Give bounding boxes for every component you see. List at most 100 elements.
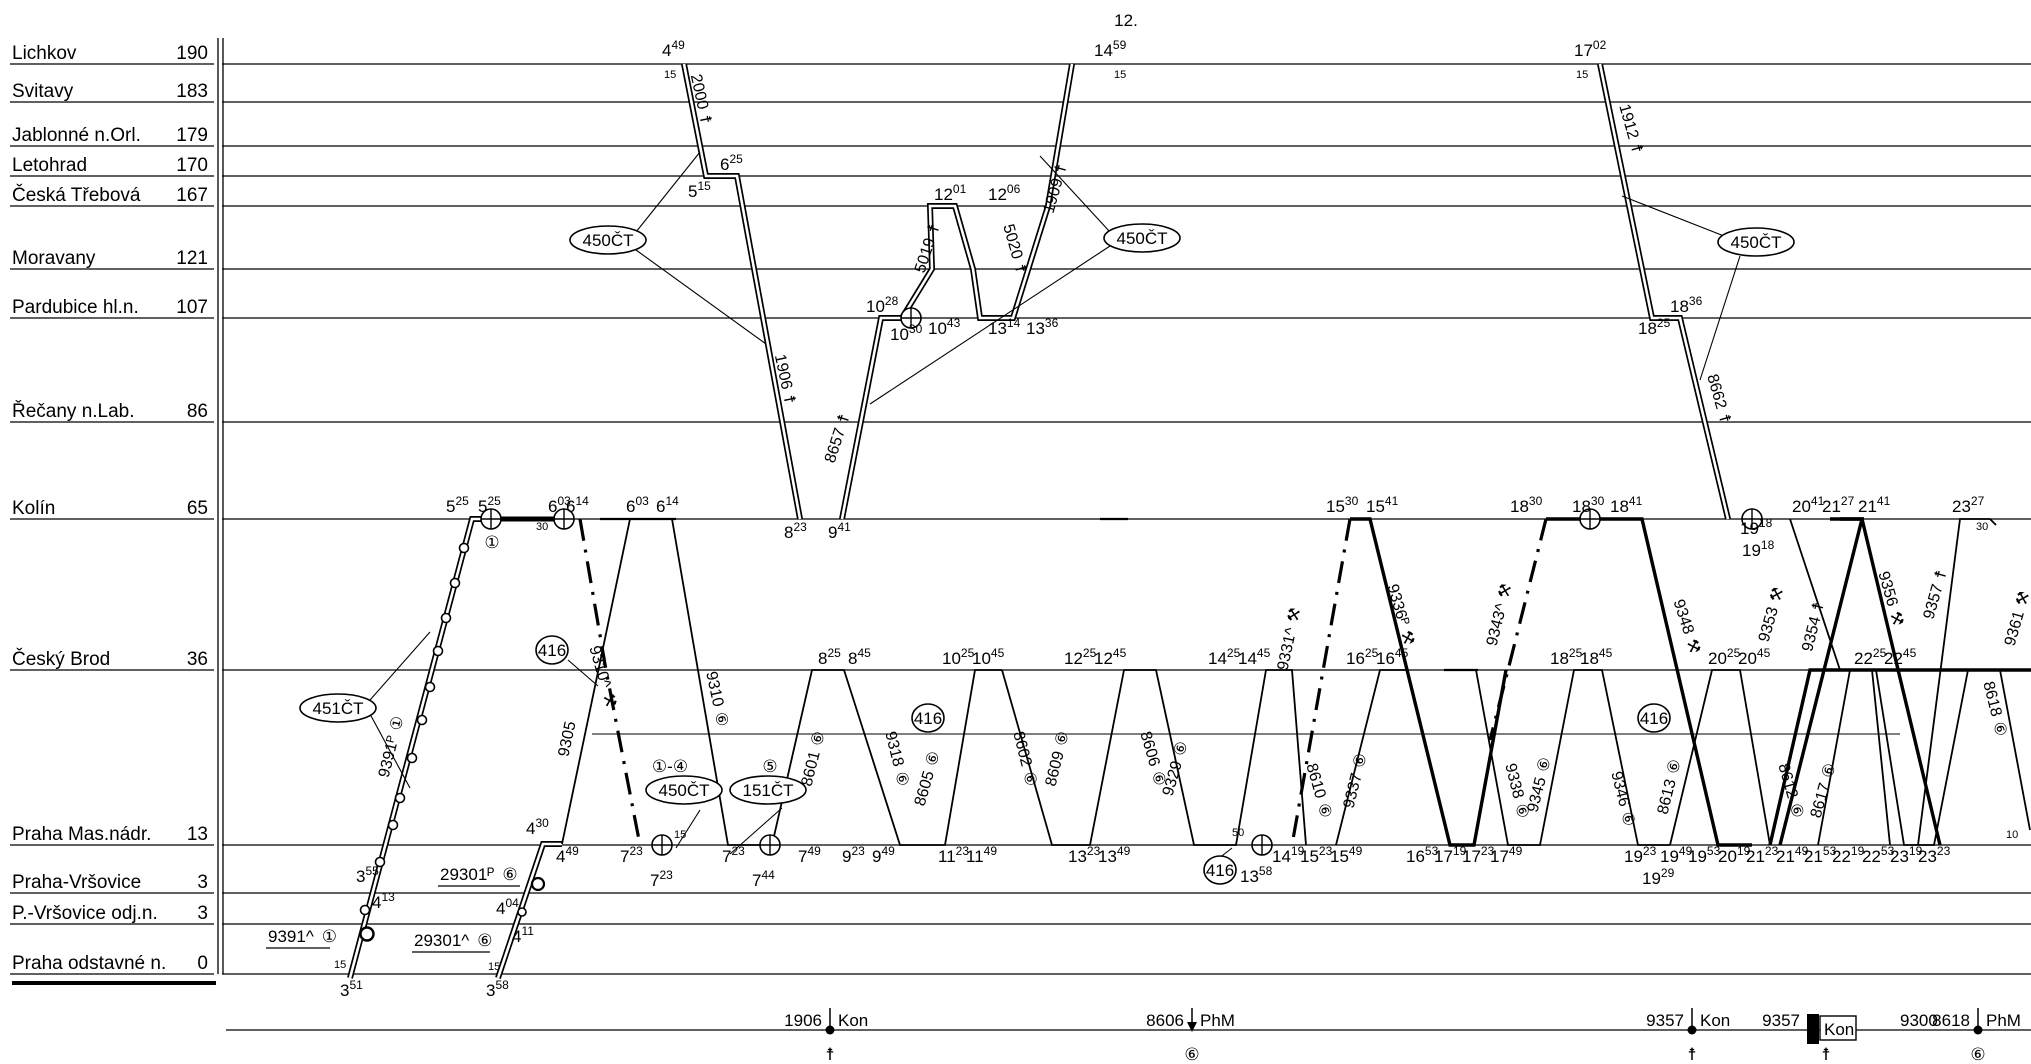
station-name: Praha Mas.nádr. [12,824,151,845]
turn-block [1807,1014,1819,1044]
oval-leader [1039,155,1111,233]
time-label: 449 [662,38,685,60]
time-label: 1530 [1326,494,1359,516]
station-name: Pardubice hl.n. [12,297,139,318]
small-minute: 15 [1576,69,1588,81]
train-path-2000-1906-core [682,63,802,520]
oval-leader [369,631,431,701]
stop-circle [424,681,436,693]
stop-circle [530,876,546,892]
time-label: 941 [828,520,851,542]
time-label: 1025 [942,646,975,668]
time-label: 1445 [1238,646,1271,668]
time-label: 2019 [1718,844,1751,866]
train-number: 9356⚒ [1874,570,1906,628]
vehicle-oval-label: 450ČT [658,781,709,800]
train-path-dashdot-0 [578,518,642,846]
stop-circle [458,542,470,554]
vehicle-oval-label: 416 [1640,709,1668,728]
time-label: 1830 [1572,494,1605,516]
time-label: 1459 [1094,38,1127,60]
oval-leader [567,659,599,687]
time-label: 1336 [1026,316,1059,338]
stop-circle [394,792,406,804]
station-km: 13 [187,824,208,845]
train-path-8657-1909 [839,63,1075,520]
time-label: 2319 [1890,844,1923,866]
train-path-1912-8662 [1597,63,1731,520]
time-label: 723 [650,868,673,890]
vehicle-oval-label: 451ČT [312,699,363,718]
train-path-local-3 [1475,669,1670,846]
stop-circle [406,752,418,764]
turn-action-box [1819,1015,1857,1041]
oval-leader [1621,195,1725,237]
time-label: 723 [620,844,643,866]
time-label: 723 [722,844,745,866]
vehicle-oval-label: 416 [538,641,566,660]
train-number: 8617⑥ [1808,762,1840,820]
turn-mark: ☨ [1687,1045,1696,1064]
oval-leader [635,151,701,233]
oval-leader [869,245,1111,405]
time-label: 2123 [1746,844,1779,866]
side-label: 9391^ ① [268,927,337,946]
time-label: 430 [526,816,549,838]
train-number: 8610⑥ [1302,762,1334,820]
train-path-local-1 [1001,669,1307,846]
time-label: 614 [656,494,679,516]
stop-circle [449,577,461,589]
station-km: 36 [187,649,208,670]
station-name: P.-Vršovice odj.n. [12,903,158,924]
station-name: Praha odstavné n. [12,953,166,974]
small-minute: 10 [2006,829,2018,841]
day-mark: ⑤ [762,757,777,776]
train-number: 1909☨ [1041,162,1071,215]
oval-leader [635,249,767,345]
time-label: 1043 [928,316,961,338]
train-number: 9361⚒ [2002,590,2031,648]
time-label: 1419 [1272,844,1305,866]
day-mark: ①-④ [652,757,688,776]
time-label: 404 [496,896,519,918]
time-label: 1523 [1300,844,1333,866]
small-minute: 15 [488,961,500,973]
stop-circle [416,714,428,726]
train-marks [359,307,1763,942]
oval-leader [729,807,783,855]
stop-circle [432,645,444,657]
small-minute: 30 [536,521,548,533]
train-number: 8657☨ [822,412,854,465]
time-label: 355 [356,864,379,886]
station-km: 190 [176,43,208,64]
station-name: Letohrad [12,155,87,176]
turn-action: Kon [1824,1020,1854,1039]
time-label: 845 [848,646,871,668]
time-label: 525 [478,494,501,516]
station-km: 121 [176,248,208,269]
station-km: 170 [176,155,208,176]
train-number: 9343^⚒ [1484,582,1516,648]
page-number: 12. [1114,11,1138,30]
time-label: 1149 [966,844,997,866]
train-path-local-2 [1335,669,1408,846]
time-label: 1549 [1330,844,1363,866]
turn-train: 8618 [1932,1011,1970,1030]
time-label: 515 [688,179,711,201]
vehicle-oval-label: 450ČT [1730,233,1781,252]
time-label: 1045 [972,646,1005,668]
time-label: 1653 [1406,844,1439,866]
time-label: 614 [566,494,589,516]
train-path-dashdot-2 [1488,518,1548,741]
vehicle-oval [1637,703,1671,733]
vehicle-oval [645,775,723,805]
train-paths [347,63,2031,979]
small-minute: 15 [1114,69,1126,81]
time-label: 1923 [1624,844,1657,866]
train-number: 9310^⚒ [585,644,619,710]
station-grid: Lichkov 190 Svitavy 183 Jablonné n.Orl. 179 Le… [10,38,2031,985]
time-label: 1841 [1610,494,1643,516]
time-label: 1918 [1740,516,1773,538]
